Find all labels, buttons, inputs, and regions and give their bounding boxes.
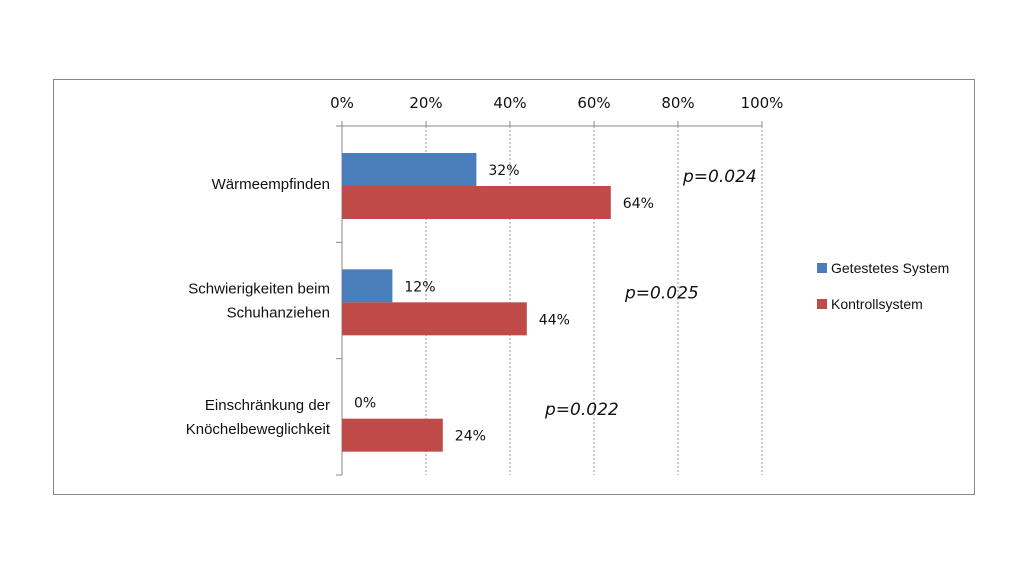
x-tick-label: 20% — [409, 94, 442, 112]
x-tick-label: 0% — [330, 94, 354, 112]
legend-label: Kontrollsystem — [831, 296, 923, 312]
data-label: 24% — [455, 429, 486, 445]
data-label: 64% — [623, 196, 654, 212]
category-label: Wärmeempfinden — [212, 176, 330, 193]
data-label: 44% — [539, 312, 570, 328]
data-label: 32% — [488, 163, 519, 179]
p-value-annotation: p=0.022 — [544, 400, 619, 420]
data-label: 12% — [404, 279, 435, 295]
x-tick-label: 100% — [741, 94, 784, 112]
legend-swatch — [817, 263, 827, 273]
chart-frame — [53, 79, 975, 495]
category-label: Schuhanziehen — [227, 305, 330, 322]
data-label: 0% — [354, 396, 376, 412]
category-label: Schwierigkeiten beim — [188, 281, 330, 298]
bar-kontrollsystem — [342, 418, 443, 452]
x-tick-label: 80% — [661, 94, 694, 112]
category-label: Knöchelbeweglichkeit — [186, 421, 331, 438]
bar-getestetes-system — [342, 269, 393, 303]
bar-kontrollsystem — [342, 186, 611, 219]
legend-swatch — [817, 299, 827, 309]
bar-getestetes-system — [342, 153, 477, 186]
x-tick-label: 40% — [493, 94, 526, 112]
bar-kontrollsystem — [342, 302, 527, 336]
p-value-annotation: p=0.025 — [624, 284, 699, 304]
p-value-annotation: p=0.024 — [682, 167, 757, 187]
category-label: Einschränkung der — [205, 397, 330, 414]
x-tick-label: 60% — [577, 94, 610, 112]
legend-label: Getestetes System — [831, 260, 949, 276]
